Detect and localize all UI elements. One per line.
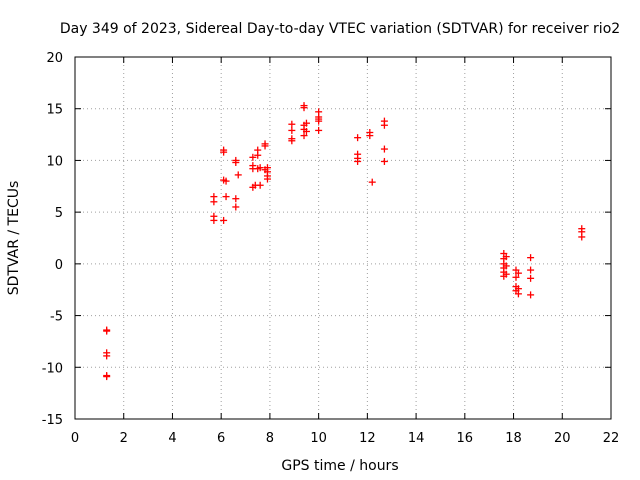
data-point [380, 121, 388, 129]
y-axis-label: SDTVAR / TECUs [6, 181, 22, 296]
data-point [354, 134, 362, 142]
data-point [527, 254, 535, 262]
data-point [222, 193, 230, 201]
x-tick-label: 10 [310, 431, 327, 446]
data-point [502, 253, 510, 261]
axis-ticks [74, 56, 612, 420]
x-tick-label: 18 [505, 431, 522, 446]
data-point [502, 270, 510, 278]
y-tick-label: 15 [46, 103, 63, 118]
data-point [103, 352, 111, 360]
y-tick-label: -5 [50, 310, 63, 325]
data-point [380, 157, 388, 165]
x-tick-label: 4 [168, 431, 176, 446]
data-point [232, 195, 240, 203]
data-point [288, 120, 296, 128]
data-point [380, 145, 388, 153]
x-tick-label: 2 [120, 431, 128, 446]
data-point [514, 290, 522, 298]
data-point [220, 148, 228, 156]
chart-title: Day 349 of 2023, Sidereal Day-to-day VTE… [60, 21, 620, 37]
data-point [354, 157, 362, 165]
data-point [300, 132, 308, 140]
data-point [256, 164, 264, 172]
y-tick-label: 20 [46, 51, 63, 66]
y-tick-label: -10 [42, 361, 63, 376]
data-point [210, 216, 218, 224]
data-point [288, 126, 296, 134]
x-tick-label: 12 [359, 431, 376, 446]
data-point [368, 178, 376, 186]
data-point [288, 137, 296, 145]
data-point [254, 151, 262, 159]
data-point [315, 126, 323, 134]
data-point [512, 273, 520, 281]
data-point [315, 117, 323, 125]
data-point [527, 266, 535, 274]
y-tick-label: 5 [55, 206, 63, 221]
data-point [527, 274, 535, 282]
x-tick-label: 22 [603, 431, 620, 446]
data-point [302, 119, 310, 127]
y-tick-label: 0 [55, 258, 63, 273]
data-point [261, 142, 269, 150]
y-tick-label: -15 [42, 413, 63, 428]
x-tick-label: 8 [266, 431, 274, 446]
data-point [256, 181, 264, 189]
data-point [263, 175, 271, 183]
x-tick-label: 20 [554, 431, 571, 446]
data-point [300, 104, 308, 112]
data-point [234, 171, 242, 179]
data-point [232, 158, 240, 166]
data-point [103, 373, 111, 381]
data-point [514, 269, 522, 277]
data-point [220, 216, 228, 224]
x-tick-label: 6 [217, 431, 225, 446]
data-point [103, 327, 111, 335]
x-tick-label: 0 [71, 431, 79, 446]
x-axis-label: GPS time / hours [281, 458, 398, 474]
data-point [578, 233, 586, 241]
data-point [249, 153, 257, 161]
grid-lines [75, 57, 611, 419]
y-tick-label: 10 [46, 154, 63, 169]
data-point [502, 262, 510, 270]
data-point [366, 132, 374, 140]
data-points [103, 102, 586, 381]
plot-frame [74, 56, 612, 420]
data-point [222, 177, 230, 185]
data-point [210, 198, 218, 206]
x-tick-label: 14 [408, 431, 425, 446]
data-point [232, 203, 240, 211]
x-tick-label: 16 [457, 431, 474, 446]
y-tick-labels: -15 -10 -5 0 5 10 15 20 [42, 51, 63, 428]
x-tick-labels: 0 2 4 6 8 10 12 14 16 18 20 22 [71, 431, 619, 446]
data-point [527, 291, 535, 299]
data-point [302, 127, 310, 135]
